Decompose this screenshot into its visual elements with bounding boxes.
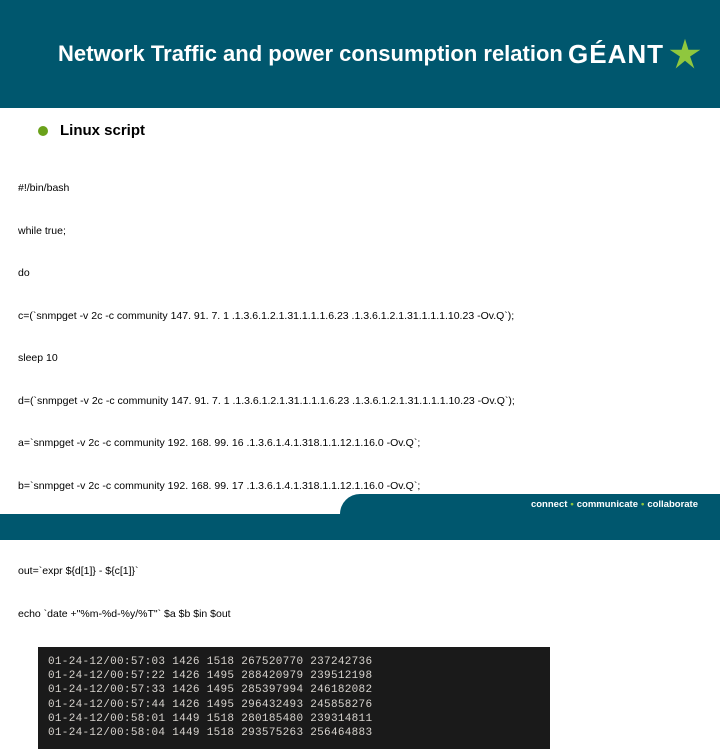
terminal-row: 01-24-12/00:57:44 1426 1495 296432493 24…: [48, 698, 540, 712]
logo-text: GÉANT: [568, 39, 664, 70]
tagline-word: collaborate: [647, 499, 698, 510]
section-title: Linux script: [60, 122, 145, 139]
terminal-row: 01-24-12/00:57:22 1426 1495 288420979 23…: [48, 669, 540, 683]
script-line: c=(`snmpget -v 2c -c community 147. 91. …: [18, 309, 702, 323]
section-heading: Linux script: [0, 108, 720, 149]
script-line: d=(`snmpget -v 2c -c community 147. 91. …: [18, 394, 702, 408]
script-line: #!/bin/bash: [18, 181, 702, 195]
slide-footer: connect•communicate•collaborate: [0, 476, 720, 540]
dot-icon: •: [638, 499, 647, 510]
tagline-word: connect: [531, 499, 567, 510]
terminal-row: 01-24-12/00:58:01 1449 1518 280185480 23…: [48, 712, 540, 726]
terminal-row: 01-24-12/00:57:03 1426 1518 267520770 23…: [48, 655, 540, 669]
terminal-row: 01-24-12/00:58:04 1449 1518 293575263 25…: [48, 726, 540, 740]
slide-header: Network Traffic and power consumption re…: [0, 0, 720, 108]
footer-tagline: connect•communicate•collaborate: [531, 499, 698, 510]
script-line: sleep 10: [18, 351, 702, 365]
script-code-block: #!/bin/bash while true; do c=(`snmpget -…: [0, 149, 720, 635]
script-line: out=`expr ${d[1]} - ${c[1]}`: [18, 564, 702, 578]
tagline-word: communicate: [577, 499, 638, 510]
bullet-icon: [38, 126, 48, 136]
terminal-row: 01-24-12/00:57:33 1426 1495 285397994 24…: [48, 683, 540, 697]
terminal-output: 01-24-12/00:57:03 1426 1518 267520770 23…: [38, 647, 550, 749]
script-line: while true;: [18, 224, 702, 238]
script-line: a=`snmpget -v 2c -c community 192. 168. …: [18, 436, 702, 450]
dot-icon: •: [567, 499, 576, 510]
script-line: echo `date +"%m-%d-%y/%T"` $a $b $in $ou…: [18, 607, 702, 621]
geant-logo: GÉANT: [568, 37, 702, 71]
script-line: do: [18, 266, 702, 280]
star-icon: [668, 37, 702, 71]
slide-title: Network Traffic and power consumption re…: [58, 40, 568, 68]
footer-bar: [0, 514, 720, 540]
